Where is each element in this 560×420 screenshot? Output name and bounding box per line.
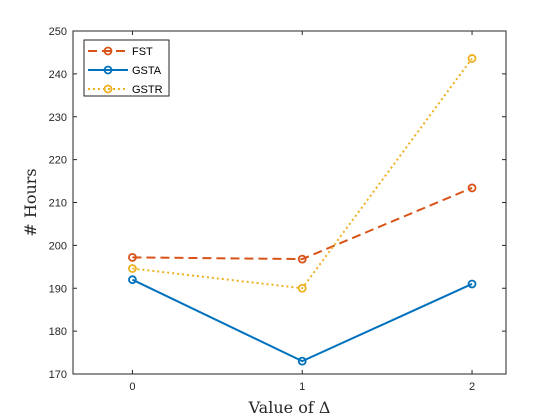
- y-tick-label: 170: [49, 369, 67, 381]
- legend-marker-fst: [103, 46, 113, 56]
- x-tick-label: 1: [299, 381, 305, 393]
- legend-label-gstr: GSTR: [132, 84, 163, 96]
- axes-layer: 0 1 2 170 180 190 200 210 220 230 240 250: [49, 26, 507, 393]
- data-point-gsta: [128, 275, 137, 285]
- y-tick-label: 180: [49, 326, 67, 338]
- legend-label-fst: FST: [132, 46, 153, 58]
- y-tick-label: 190: [49, 283, 67, 295]
- data-point-gstr: [467, 54, 477, 63]
- legend-label-gsta: GSTA: [132, 65, 162, 77]
- series-layer: [128, 54, 477, 366]
- data-point-gsta: [297, 356, 307, 366]
- series-line-gsta: [131, 278, 473, 363]
- data-point-fst: [297, 254, 307, 264]
- data-point-gsta: [467, 279, 477, 289]
- legend: FST GSTA GSTR: [83, 39, 170, 97]
- x-tick-label: 2: [469, 381, 475, 393]
- y-tick-label: 210: [49, 198, 67, 210]
- x-axis-label: Value of Δ: [248, 398, 331, 417]
- data-point-gstr: [297, 283, 307, 293]
- y-axis-label: # Hours: [21, 168, 40, 236]
- y-tick-label: 250: [49, 26, 67, 38]
- data-point-gstr: [128, 264, 137, 273]
- legend-marker-gstr: [103, 84, 113, 94]
- legend-marker-gsta: [103, 65, 113, 75]
- legend-box: [83, 39, 170, 97]
- x-tick-label: 0: [129, 381, 135, 393]
- data-point-fst: [467, 183, 477, 193]
- data-point-fst: [128, 252, 137, 262]
- y-tick-label: 230: [49, 112, 67, 124]
- y-tick-label: 240: [49, 69, 67, 81]
- y-tick-label: 220: [49, 155, 67, 167]
- series-line-fst: [132, 187, 473, 261]
- y-tick-label: 200: [49, 240, 67, 252]
- series-line-gstr: [132, 57, 473, 290]
